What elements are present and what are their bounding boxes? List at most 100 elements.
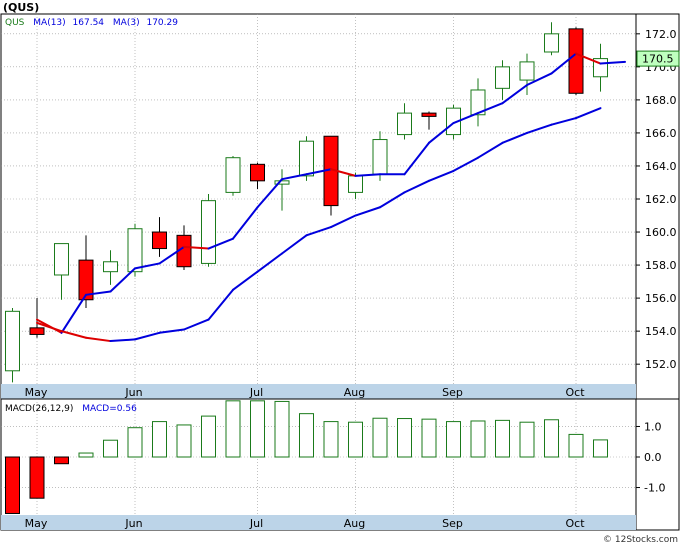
ma13-segment xyxy=(526,123,553,134)
moving-average-lines xyxy=(36,52,626,343)
price-legend: QUS MA(13) 167.54 MA(3) 170.29 xyxy=(5,18,178,28)
macd-bar xyxy=(250,400,265,458)
price-month-label: Sep xyxy=(442,386,463,399)
ma3-segment xyxy=(158,245,185,265)
ma13-segment xyxy=(354,206,381,217)
ma13-segment xyxy=(452,156,479,172)
ma13-segment xyxy=(379,191,406,209)
price-tick-label: 162.0 xyxy=(645,193,677,206)
watermark: © 12Stocks.com xyxy=(603,535,678,545)
ma3-segment xyxy=(403,141,430,176)
price-panel xyxy=(0,13,637,400)
ma13-segment xyxy=(305,226,332,237)
price-month-label: Oct xyxy=(565,386,585,399)
ma13-segment xyxy=(158,328,185,334)
candle-body xyxy=(54,243,69,276)
price-month-band xyxy=(1,384,636,399)
macd-bar xyxy=(127,427,143,458)
price-tick-label: 160.0 xyxy=(645,226,677,239)
ma13-segment xyxy=(550,117,577,126)
macd-bar xyxy=(446,421,461,458)
candle-body xyxy=(201,200,216,264)
candle-body xyxy=(29,327,45,335)
macd-panel xyxy=(0,398,637,531)
macd-bar xyxy=(519,421,535,458)
ma3-segment xyxy=(207,237,234,250)
candle-body xyxy=(397,112,412,136)
candle-body xyxy=(299,140,314,177)
ma13-segment xyxy=(256,252,283,273)
candle-body xyxy=(495,66,510,89)
candle-body xyxy=(103,261,118,273)
macd-bar xyxy=(225,400,241,458)
macd-tick-label: 0.0 xyxy=(644,451,662,464)
ma3-segment xyxy=(526,72,553,87)
macd-bar xyxy=(568,433,584,458)
candlesticks xyxy=(5,22,608,383)
price-month-label: Jul xyxy=(249,386,263,399)
macd-month-label: Jul xyxy=(249,517,263,530)
macd-bar xyxy=(421,418,437,458)
macd-month-label: May xyxy=(25,517,48,530)
macd-bar xyxy=(470,420,486,458)
price-tick-label: 164.0 xyxy=(645,160,677,173)
macd-bar xyxy=(323,421,339,458)
macd-bar xyxy=(372,417,388,458)
macd-bar xyxy=(29,456,45,499)
month-tick-labels: May May Jun Jun Jul Jul Aug Aug Sep Sep Oct Oct xyxy=(25,386,586,530)
macd-month-band xyxy=(1,515,636,530)
ma3-segment xyxy=(477,102,504,115)
macd-bar xyxy=(299,413,314,458)
legend-ma3-label: MA(3) xyxy=(113,18,140,28)
ma13-segment xyxy=(428,169,455,182)
price-tick-label: 152.0 xyxy=(645,358,677,371)
candle-body xyxy=(568,28,584,94)
ma3-segment xyxy=(550,52,577,75)
candle-body xyxy=(421,112,437,117)
ma13-segment xyxy=(403,179,430,194)
candle-body xyxy=(348,175,363,193)
price-tick-label: 156.0 xyxy=(645,292,677,305)
ma13-segment xyxy=(330,214,357,229)
last-price-badge xyxy=(636,50,680,67)
candle-body xyxy=(470,89,486,116)
ma3-segment xyxy=(501,84,528,105)
candle-body xyxy=(544,33,559,53)
macd-month-label: Sep xyxy=(442,517,463,530)
ma3-segment xyxy=(354,173,381,177)
ma13-segment xyxy=(85,336,112,343)
ma3-segment xyxy=(134,262,161,270)
macd-legend-label: MACD(26,12,9) xyxy=(5,404,73,414)
macd-bar xyxy=(544,419,559,458)
macd-bar xyxy=(103,439,118,458)
ma3-segment xyxy=(60,293,87,334)
macd-bar xyxy=(54,456,69,465)
macd-bar xyxy=(397,418,412,458)
macd-bar xyxy=(274,400,290,458)
macd-legend-value: MACD=0.56 xyxy=(82,404,137,414)
macd-month-label: Jun xyxy=(124,517,142,530)
macd-axis-ticks: -1.0 0.0 1.0 xyxy=(636,420,665,495)
macd-bar xyxy=(348,421,363,458)
legend-ma3-value: 170.29 xyxy=(146,18,178,28)
price-month-label: Jun xyxy=(124,386,142,399)
price-tick-label: 158.0 xyxy=(645,259,677,272)
macd-tick-label: -1.0 xyxy=(644,482,665,495)
ma3-segment xyxy=(85,290,112,296)
ma3-segment xyxy=(109,267,136,293)
last-price-badge-text: 170.5 xyxy=(642,53,674,66)
price-month-label: Aug xyxy=(344,386,365,399)
macd-tick-label: 1.0 xyxy=(644,420,662,433)
macd-bar xyxy=(5,456,20,514)
ma13-segment xyxy=(207,288,234,321)
candle-body xyxy=(78,259,94,301)
macd-bar xyxy=(78,452,94,458)
candle-body xyxy=(127,228,143,273)
ma3-segment xyxy=(330,168,357,177)
ma13-segment xyxy=(232,270,259,291)
macd-legend: MACD(26,12,9) MACD=0.56 xyxy=(5,404,137,414)
ma3-segment xyxy=(428,122,455,144)
price-tick-label: 154.0 xyxy=(645,325,677,338)
ma3-segment xyxy=(599,60,626,65)
